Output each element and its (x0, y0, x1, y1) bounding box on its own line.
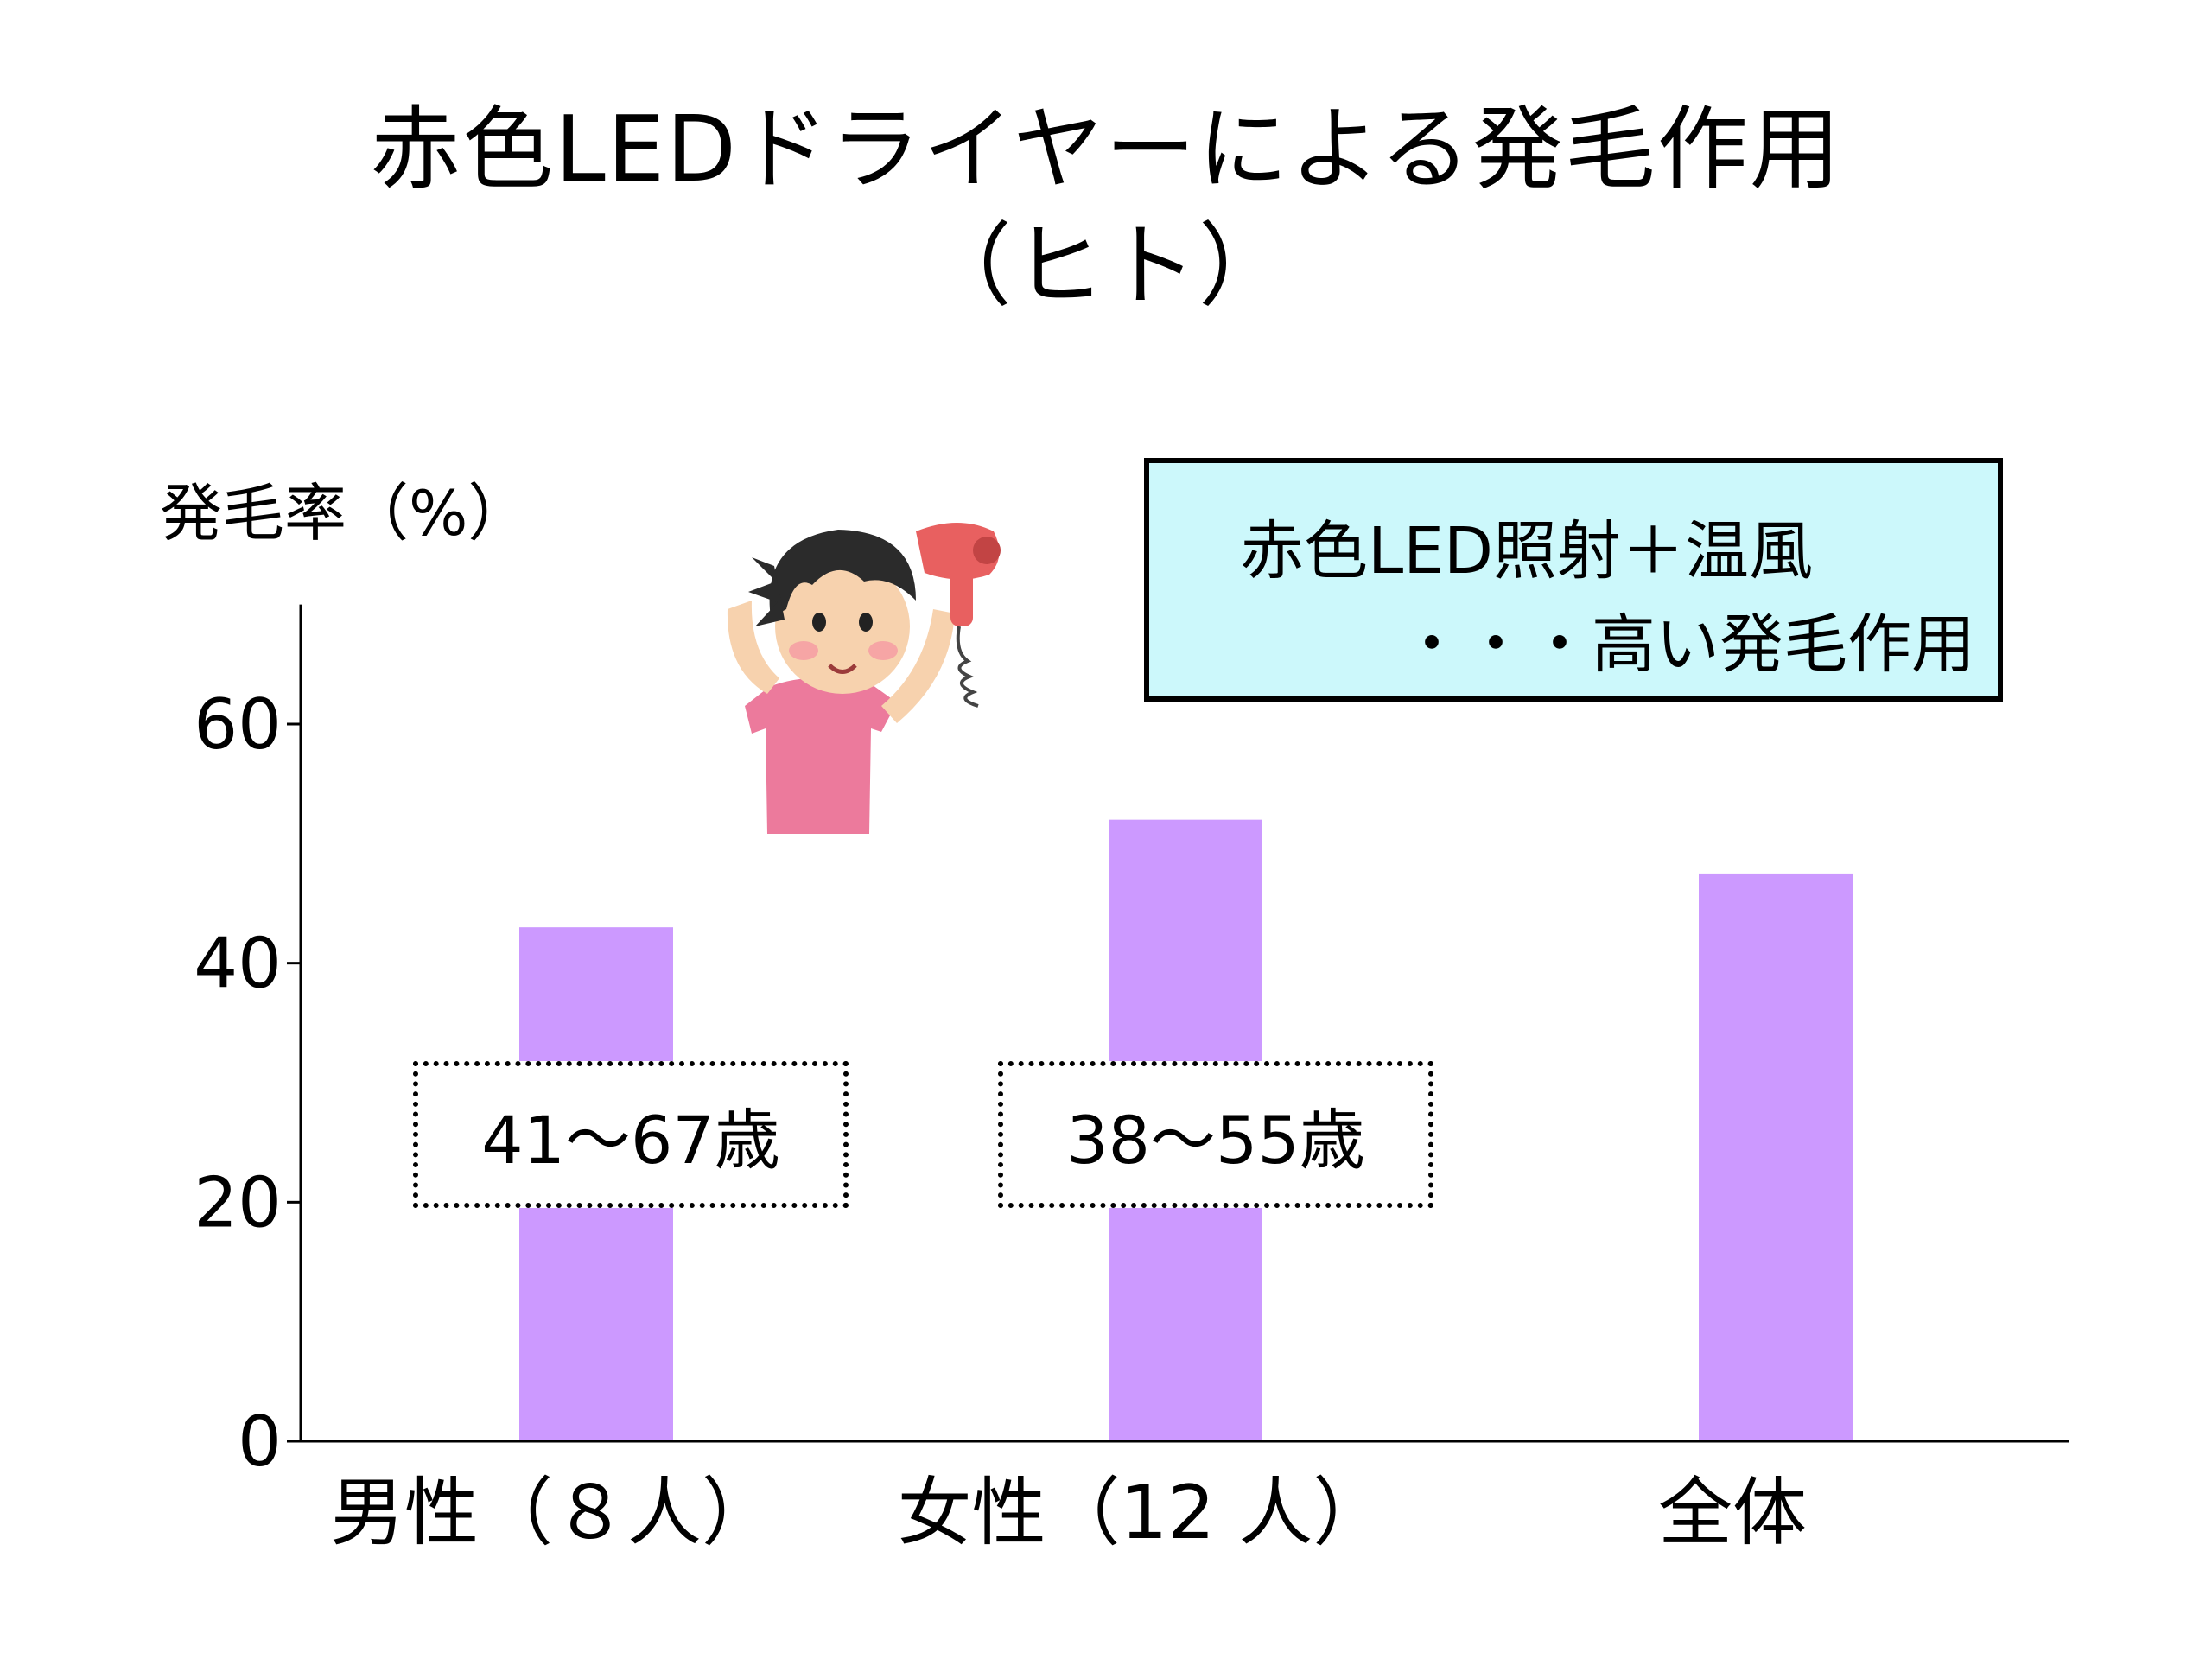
person-hair-dryer-icon (727, 523, 1001, 834)
note-line-2: ・・・高い発毛作用 (1400, 607, 1975, 682)
y-tick-label: 40 (194, 924, 282, 1004)
bar (1699, 873, 1853, 1441)
page-subtitle: （ヒト） (920, 213, 1291, 319)
x-tick-label: 男性（８人） (330, 1470, 776, 1556)
y-tick-label: 0 (238, 1402, 282, 1482)
page-title: 赤色LEDドライヤーによる発毛作用 (370, 97, 1842, 202)
x-tick-label: 全体 (1658, 1470, 1807, 1556)
y-tick-label: 20 (194, 1162, 282, 1243)
x-tick-label: 女性（12 人） (898, 1470, 1388, 1556)
y-tick-label: 60 (194, 684, 282, 765)
note-box: 赤色LED照射＋温風 ・・・高い発毛作用 (1144, 458, 2003, 702)
age-range-box-male: 41～67歳 (413, 1061, 849, 1208)
y-axis-label: 発毛率（%） (160, 477, 531, 550)
age-range-box-female: 38～55歳 (998, 1061, 1433, 1208)
note-line-1: 赤色LED照射＋温風 (1240, 514, 1813, 588)
